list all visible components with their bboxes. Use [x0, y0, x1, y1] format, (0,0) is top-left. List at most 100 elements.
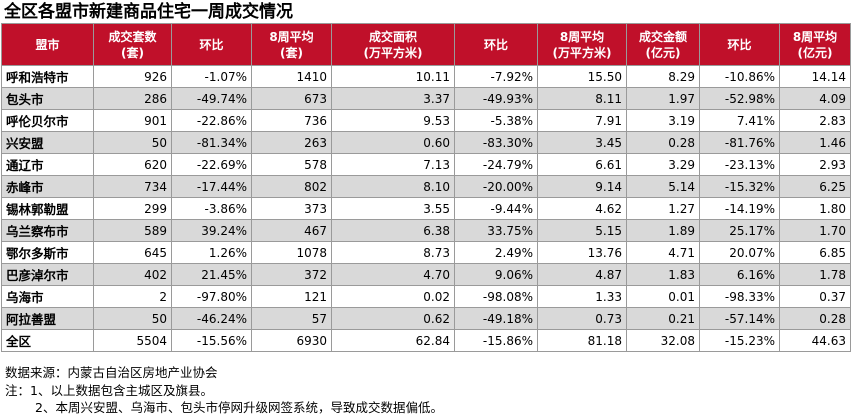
table-header-row: 盟市 成交套数 (套) 环比 8周平均 (套) 成交面积 (万平方米) 环比 8周平均 (万平方米)…: [1, 23, 851, 66]
value-cell: 589: [93, 219, 172, 242]
value-cell: 50: [93, 307, 172, 330]
value-cell: 7.41%: [699, 109, 780, 132]
region-name-cell: 呼伦贝尔市: [1, 109, 94, 132]
value-cell: -98.33%: [699, 285, 780, 308]
value-cell: 4.70: [331, 263, 455, 286]
value-cell: -15.23%: [699, 329, 780, 352]
table-row: 阿拉善盟 50 -46.24% 57 0.62 -49.18% 0.73 0.21 -57.14…: [1, 307, 851, 330]
housing-sales-table: 盟市 成交套数 (套) 环比 8周平均 (套) 成交面积 (万平方米) 环比 8周平均 (万平方米)…: [1, 23, 851, 352]
value-cell: 1078: [251, 241, 332, 264]
value-cell: -24.79%: [454, 153, 538, 176]
table-row: 呼伦贝尔市 901 -22.86% 736 9.53 -5.38% 7.91 3.19 7.41…: [1, 109, 851, 132]
value-cell: -98.08%: [454, 285, 538, 308]
value-cell: 121: [251, 285, 332, 308]
table-row: 包头市 286 -49.74% 673 3.37 -49.93% 8.11 1.97 -52.9…: [1, 87, 851, 110]
value-cell: 6.85: [779, 241, 851, 264]
value-cell: 2.49%: [454, 241, 538, 264]
region-name-cell: 赤峰市: [1, 175, 94, 198]
value-cell: -23.13%: [699, 153, 780, 176]
value-cell: -5.38%: [454, 109, 538, 132]
value-cell: 673: [251, 87, 332, 110]
value-cell: 0.01: [626, 285, 700, 308]
scope-note: 注：1、以上数据包含主城区及旗县。: [5, 382, 213, 398]
value-cell: -9.44%: [454, 197, 538, 220]
value-cell: -10.86%: [699, 65, 780, 88]
value-cell: 14.14: [779, 65, 851, 88]
value-cell: 81.18: [537, 329, 627, 352]
value-cell: 645: [93, 241, 172, 264]
value-cell: -81.34%: [171, 131, 252, 154]
value-cell: 15.50: [537, 65, 627, 88]
table-row: 鄂尔多斯市 645 1.26% 1078 8.73 2.49% 13.76 4.71 20.07…: [1, 241, 851, 264]
value-cell: 39.24%: [171, 219, 252, 242]
value-cell: 21.45%: [171, 263, 252, 286]
value-cell: 50: [93, 131, 172, 154]
value-cell: 0.62: [331, 307, 455, 330]
value-cell: 926: [93, 65, 172, 88]
value-cell: 25.17%: [699, 219, 780, 242]
value-cell: 901: [93, 109, 172, 132]
value-cell: 1.89: [626, 219, 700, 242]
total-row: 全区 5504 -15.56% 6930 62.84 -15.86% 81.18 32.08-…: [1, 329, 851, 352]
value-cell: 1.97: [626, 87, 700, 110]
value-cell: 7.91: [537, 109, 627, 132]
value-cell: -15.86%: [454, 329, 538, 352]
value-cell: -3.86%: [171, 197, 252, 220]
region-name-cell: 兴安盟: [1, 131, 94, 154]
value-cell: 3.55: [331, 197, 455, 220]
region-name-cell: 巴彦淖尔市: [1, 263, 94, 286]
value-cell: 620: [93, 153, 172, 176]
value-cell: 9.14: [537, 175, 627, 198]
value-cell: 802: [251, 175, 332, 198]
value-cell: 9.06%: [454, 263, 538, 286]
column-header: 成交面积 (万平方米): [331, 23, 455, 66]
value-cell: 299: [93, 197, 172, 220]
value-cell: 0.28: [779, 307, 851, 330]
value-cell: 4.09: [779, 87, 851, 110]
region-name-cell: 鄂尔多斯市: [1, 241, 94, 264]
value-cell: 467: [251, 219, 332, 242]
value-cell: 9.53: [331, 109, 455, 132]
value-cell: 6930: [251, 329, 332, 352]
value-cell: 286: [93, 87, 172, 110]
system-upgrade-note: 2、本周兴安盟、乌海市、包头市停网升级网签系统，导致成交数据偏低。: [35, 400, 443, 415]
value-cell: -49.74%: [171, 87, 252, 110]
value-cell: 4.62: [537, 197, 627, 220]
value-cell: -83.30%: [454, 131, 538, 154]
value-cell: -22.69%: [171, 153, 252, 176]
value-cell: 0.02: [331, 285, 455, 308]
value-cell: 3.37: [331, 87, 455, 110]
value-cell: 0.60: [331, 131, 455, 154]
column-header: 环比: [171, 23, 252, 66]
value-cell: 4.87: [537, 263, 627, 286]
value-cell: 402: [93, 263, 172, 286]
value-cell: 2.93: [779, 153, 851, 176]
value-cell: 5504: [93, 329, 172, 352]
column-header: 成交套数 (套): [93, 23, 172, 66]
table-row: 乌兰察布市 589 39.24% 467 6.38 33.75% 5.15 1.89 25.17…: [1, 219, 851, 242]
value-cell: -57.14%: [699, 307, 780, 330]
region-name-cell: 锡林郭勒盟: [1, 197, 94, 220]
value-cell: 2: [93, 285, 172, 308]
value-cell: 6.38: [331, 219, 455, 242]
value-cell: 3.45: [537, 131, 627, 154]
value-cell: 5.15: [537, 219, 627, 242]
value-cell: 8.29: [626, 65, 700, 88]
value-cell: 0.37: [779, 285, 851, 308]
value-cell: -1.07%: [171, 65, 252, 88]
region-name-cell: 呼和浩特市: [1, 65, 94, 88]
value-cell: 8.11: [537, 87, 627, 110]
value-cell: 3.29: [626, 153, 700, 176]
region-name-cell: 乌兰察布市: [1, 219, 94, 242]
value-cell: 1.33: [537, 285, 627, 308]
value-cell: 372: [251, 263, 332, 286]
region-name-cell: 包头市: [1, 87, 94, 110]
column-header: 环比: [454, 23, 538, 66]
table-row: 乌海市 2 -97.80% 121 0.02 -98.08% 1.33 0.01 -98.33%…: [1, 285, 851, 308]
value-cell: 0.28: [626, 131, 700, 154]
table-row: 巴彦淖尔市 402 21.45% 372 4.70 9.06% 4.87 1.83 6.16% 1…: [1, 263, 851, 286]
table-body: 呼和浩特市 926 -1.07% 1410 10.11 -7.92% 15.50 8.29 -1…: [1, 65, 851, 352]
value-cell: 263: [251, 131, 332, 154]
value-cell: 0.21: [626, 307, 700, 330]
